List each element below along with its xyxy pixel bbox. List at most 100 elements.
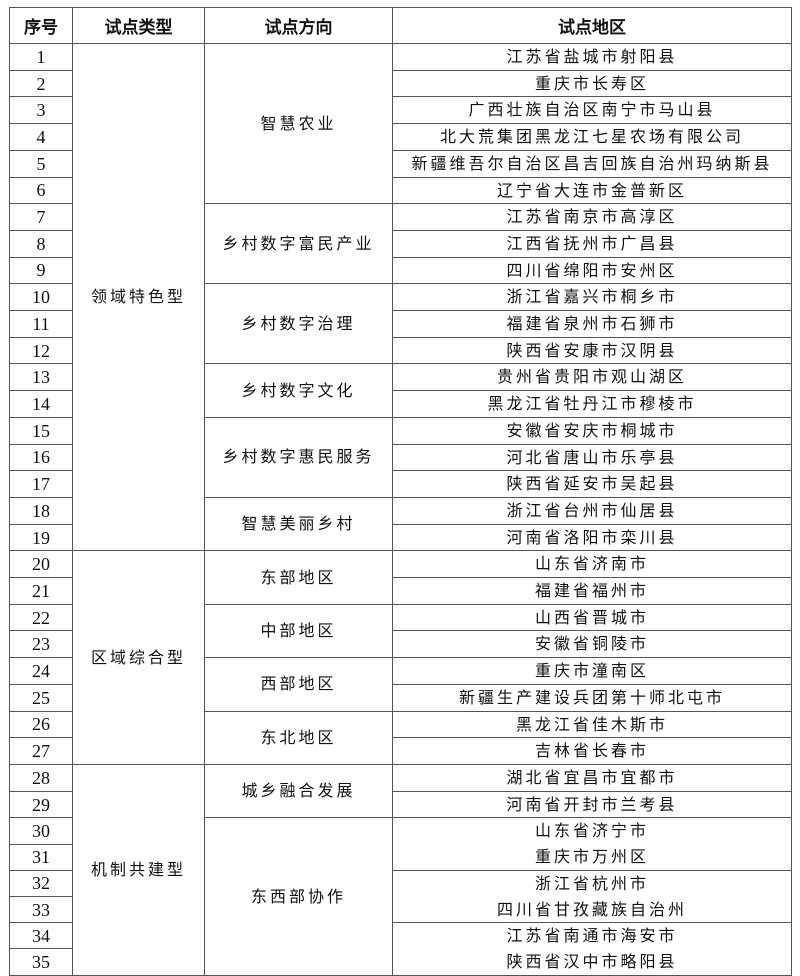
row-index: 8 [9,229,73,258]
table-row: 22 中部地区 山西省晋城市 [9,603,792,659]
row-index: 16 [9,443,73,472]
region-name: 江苏省南通市海安市 [506,926,678,946]
table-row: 16 河北省唐山市乐亭县 [9,443,792,472]
pilot-region: 福建省福州市 [392,577,792,605]
row-index: 31 [9,843,73,871]
region-name: 山东省济宁市 [534,821,649,841]
row-index: 2 [9,69,73,98]
table-row: 17 陕西省延安市吴起县 [9,470,792,498]
pilot-direction: 城乡融合发展 [204,763,393,819]
row-index: 29 [9,790,73,819]
pilot-direction: 东西部协作 [204,817,393,976]
pilot-region: 黑龙江省佳木斯市 [392,710,792,739]
table-row: 30 东西部协作 山东省济宁市 重庆市万州区 [9,817,792,976]
region-name: 黑龙江省牡丹江市穆棱市 [487,394,697,414]
table-row: 1 领域特色型 智慧农业 江苏省盐城市射阳县 [9,42,792,552]
row-index: 14 [9,390,73,418]
region-name: 新疆维吾尔自治区昌吉回族自治州玛纳斯县 [411,153,773,173]
pilot-direction: 西部地区 [204,657,393,712]
row-index: 17 [9,470,73,498]
row-index: 7 [9,203,73,231]
row-index: 18 [9,496,73,525]
region-name: 山东省济南市 [534,554,649,574]
row-index: 13 [9,363,73,392]
header-row: 序号 试点类型 试点方向 试点地区 [9,7,792,44]
pilot-region: 浙江省杭州市 四川省甘孜藏族自治州 [392,869,792,924]
row-index: 20 [9,550,73,579]
pilot-direction: 东北地区 [204,710,393,765]
pilot-region: 广西壮族自治区南宁市马山县 [392,96,792,125]
pilot-type: 机制共建型 [72,763,205,976]
row-index: 12 [9,336,73,365]
row-index: 5 [9,149,73,178]
region-name: 福建省福州市 [534,581,649,601]
pilot-direction: 智慧美丽乡村 [204,496,393,552]
pilot-region: 辽宁省大连市金普新区 [392,176,792,205]
pilot-region: 山西省晋城市 [392,603,792,632]
table-row: 27 吉林省长春市 [9,737,792,765]
pilot-region: 安徽省安庆市桐城市 [392,416,792,445]
pilot-region: 河南省开封市兰考县 [392,790,792,819]
pilot-region: 福建省泉州市石狮市 [392,310,792,338]
row-index: 25 [9,683,73,712]
row-index: 27 [9,737,73,765]
table-row: 3 广西壮族自治区南宁市马山县 [9,96,792,125]
pilot-region: 河北省唐山市乐亭县 [392,443,792,472]
row-index: 26 [9,710,73,739]
table-row: 15 乡村数字惠民服务 安徽省安庆市桐城市 [9,416,792,498]
row-index: 6 [9,176,73,205]
region-name: 广西壮族自治区南宁市马山县 [468,100,716,120]
header-region: 试点地区 [392,7,792,44]
region-name: 江西省抚州市广昌县 [506,233,678,253]
table-row: 20 区域综合型 东部地区 山东省济南市 [9,550,792,765]
table-row: 25 新疆生产建设兵团第十师北屯市 [9,683,792,712]
row-index: 34 [9,922,73,950]
table-row: 5 新疆维吾尔自治区昌吉回族自治州玛纳斯县 [9,149,792,178]
row-index: 3 [9,96,73,125]
table-row: 12 陕西省安康市汉阴县 [9,336,792,365]
pilot-region: 陕西省安康市汉阴县 [392,336,792,365]
row-index: 22 [9,603,73,632]
pilot-region: 新疆维吾尔自治区昌吉回族自治州玛纳斯县 [392,149,792,178]
pilot-direction: 乡村数字文化 [204,363,393,418]
pilot-region: 安徽省铜陵市 [392,630,792,659]
pilot-region: 河南省洛阳市栾川县 [392,523,792,552]
pilot-type: 领域特色型 [72,42,205,552]
table-row: 18 智慧美丽乡村 浙江省台州市仙居县 [9,496,792,552]
region-name: 江苏省南京市高淳区 [506,207,678,227]
table-row: 28 机制共建型 城乡融合发展 湖北省宜昌市宜都市 [9,763,792,976]
pilot-region: 江苏省盐城市射阳县 [392,43,792,71]
region-name: 浙江省嘉兴市桐乡市 [506,287,678,307]
row-index: 10 [9,283,73,312]
row-index: 15 [9,416,73,445]
region-name: 福建省泉州市石狮市 [506,314,678,334]
pilot-region: 新疆生产建设兵团第十师北屯市 [392,683,792,712]
header-index: 序号 [9,7,73,44]
table-row: 9 四川省绵阳市安州区 [9,256,792,285]
region-name: 安徽省铜陵市 [534,634,649,654]
row-index: 24 [9,657,73,685]
region-name: 安徽省安庆市桐城市 [506,420,678,440]
pilot-direction: 智慧农业 [204,42,393,205]
row-index: 11 [9,310,73,338]
region-name: 新疆生产建设兵团第十师北屯市 [458,687,725,707]
row-index: 4 [9,123,73,151]
pilot-region: 重庆市长寿区 [392,69,792,98]
row-index: 9 [9,256,73,285]
pilot-region: 重庆市潼南区 [392,657,792,685]
table-row: 24 西部地区 重庆市潼南区 [9,657,792,712]
table-row: 4 北大荒集团黑龙江七星农场有限公司 [9,123,792,151]
region-name: 北大荒集团黑龙江七星农场有限公司 [439,127,744,147]
region-name: 山西省晋城市 [534,607,649,627]
table-row: 13 乡村数字文化 贵州省贵阳市观山湖区 [9,363,792,418]
region-name: 浙江省杭州市 [534,873,649,893]
table-row: 19 河南省洛阳市栾川县 [9,523,792,552]
row-index: 33 [9,895,73,924]
pilot-direction: 东部地区 [204,550,393,605]
pilot-type: 区域综合型 [72,550,205,765]
region-name: 河南省开封市兰考县 [506,794,678,814]
region-name: 黑龙江省佳木斯市 [515,714,668,734]
region-name: 陕西省延安市吴起县 [506,474,678,494]
pilot-direction: 乡村数字治理 [204,283,393,365]
pilot-region: 湖北省宜昌市宜都市 [392,763,792,792]
